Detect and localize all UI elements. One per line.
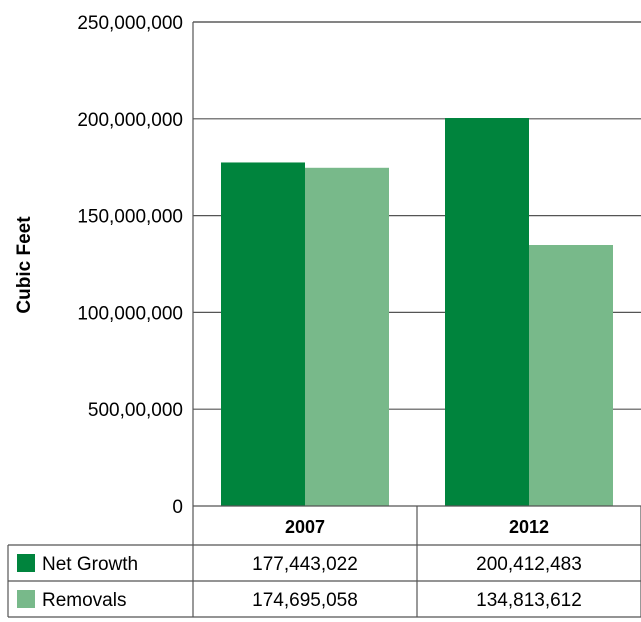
y-tick-label: 250,000,000	[77, 13, 183, 34]
bar-net-growth-2012	[445, 118, 529, 506]
legend-label: Net Growth	[42, 554, 138, 575]
y-axis-label: Cubic Feet	[14, 216, 35, 314]
y-tick-label: 200,000,000	[77, 110, 183, 131]
table-value-cell: 177,443,022	[252, 554, 358, 575]
bar-removals-2012	[529, 245, 613, 506]
x-tick-label: 2007	[285, 517, 325, 537]
x-tick-label: 2012	[509, 517, 549, 537]
legend-swatch	[17, 554, 35, 572]
bar-net-growth-2007	[221, 162, 305, 506]
y-tick-label: 100,000,000	[77, 303, 183, 324]
table-value-cell: 174,695,058	[252, 590, 358, 611]
bar-removals-2007	[305, 167, 389, 506]
table-value-cell: 134,813,612	[476, 590, 582, 611]
y-tick-label: 150,000,000	[77, 207, 183, 228]
legend-swatch	[17, 590, 35, 608]
y-tick-label: 500,00,000	[88, 400, 183, 421]
legend-label: Removals	[42, 590, 126, 611]
y-tick-label: 0	[172, 497, 183, 518]
table-value-cell: 200,412,483	[476, 554, 582, 575]
